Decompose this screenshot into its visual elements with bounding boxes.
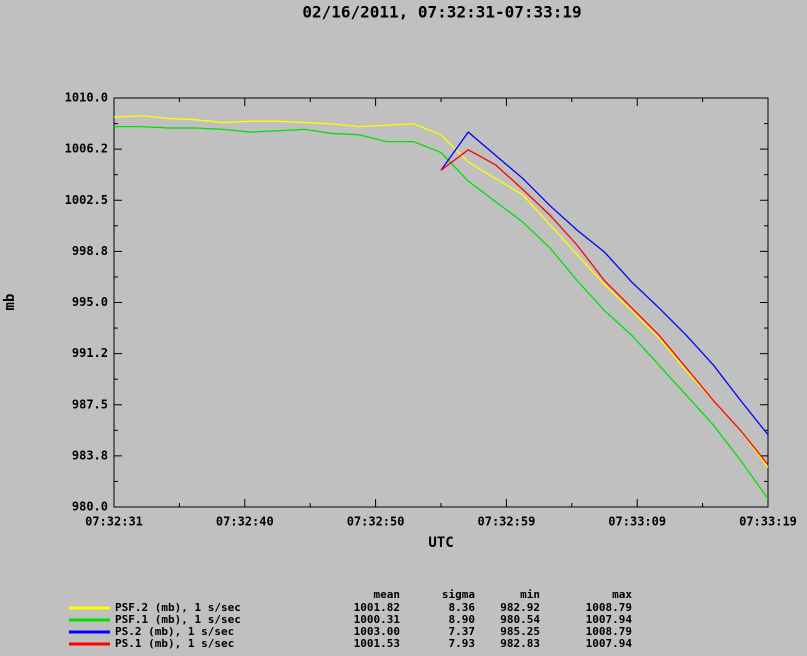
stats-value: 8.36 bbox=[449, 601, 476, 614]
y-axis-label: mb bbox=[2, 294, 18, 311]
series-line bbox=[114, 125, 769, 500]
chart-title: 02/16/2011, 07:32:31-07:33:19 bbox=[302, 3, 581, 22]
plot-frame bbox=[113, 97, 769, 508]
stats-value: 7.93 bbox=[449, 637, 476, 650]
x-tick-label: 07:32:31 bbox=[85, 515, 143, 529]
stats-value: 980.54 bbox=[500, 613, 540, 626]
series-line bbox=[440, 131, 769, 436]
stats-value: 1000.31 bbox=[354, 613, 401, 626]
y-tick-label: 983.8 bbox=[72, 448, 108, 462]
stats-value: 985.25 bbox=[500, 625, 540, 638]
x-tick-label: 07:33:09 bbox=[608, 515, 666, 529]
legend-label: PSF.1 (mb), 1 s/sec bbox=[115, 613, 241, 626]
x-tick-label: 07:32:59 bbox=[478, 515, 536, 529]
stats-value: 1001.82 bbox=[354, 601, 400, 614]
stats-header: max bbox=[612, 588, 632, 601]
legend-label: PS.1 (mb), 1 s/sec bbox=[115, 637, 234, 650]
stats-header: min bbox=[520, 588, 540, 601]
stats-header: mean bbox=[374, 588, 401, 601]
y-tick-label: 1010.0 bbox=[65, 91, 108, 105]
y-tick-label: 1006.2 bbox=[65, 142, 108, 156]
stats-value: 1008.79 bbox=[586, 625, 632, 638]
y-tick-label: 995.0 bbox=[72, 295, 108, 309]
series-line bbox=[440, 149, 769, 466]
y-tick-label: 998.8 bbox=[72, 244, 108, 258]
legend-label: PSF.2 (mb), 1 s/sec bbox=[115, 601, 241, 614]
stats-value: 982.83 bbox=[500, 637, 540, 650]
stats-value: 1003.00 bbox=[354, 625, 400, 638]
x-axis-label: UTC bbox=[428, 535, 453, 551]
x-tick-label: 07:32:40 bbox=[216, 515, 274, 529]
y-tick-label: 980.0 bbox=[72, 500, 108, 514]
stats-value: 1007.94 bbox=[586, 613, 633, 626]
legend-label: PS.2 (mb), 1 s/sec bbox=[115, 625, 234, 638]
stats-value: 8.90 bbox=[449, 613, 476, 626]
x-tick-label: 07:33:19 bbox=[739, 515, 797, 529]
stats-value: 1007.94 bbox=[586, 637, 633, 650]
x-tick-label: 07:32:50 bbox=[347, 515, 405, 529]
stats-value: 1001.53 bbox=[354, 637, 400, 650]
y-tick-label: 987.5 bbox=[72, 397, 108, 411]
y-tick-label: 991.2 bbox=[72, 346, 108, 360]
stats-header: sigma bbox=[442, 588, 475, 601]
series-line bbox=[113, 115, 769, 468]
y-tick-label: 1002.5 bbox=[65, 193, 108, 207]
stats-value: 1008.79 bbox=[586, 601, 632, 614]
stats-value: 982.92 bbox=[500, 601, 540, 614]
stats-value: 7.37 bbox=[449, 625, 476, 638]
